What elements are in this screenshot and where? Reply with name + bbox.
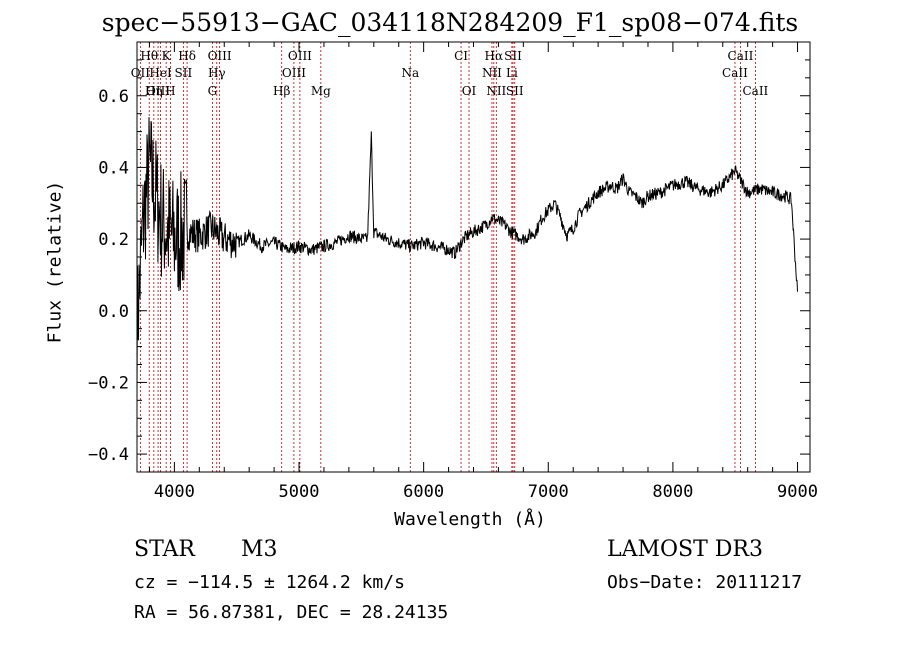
line-label-11: SII <box>175 66 193 80</box>
line-label-5: CI <box>454 49 468 63</box>
plot-frame <box>136 41 811 473</box>
line-label-21: G <box>208 84 218 98</box>
y-tick-label-3: 0.2 <box>98 230 129 250</box>
y-tick-label-4: 0.4 <box>98 158 129 178</box>
x-tick-label-1: 5000 <box>279 482 320 502</box>
line-label-25: NII <box>486 84 506 98</box>
line-label-16: Li <box>506 66 518 80</box>
x-tick-label-3: 7000 <box>528 482 569 502</box>
line-label-2: Hδ <box>178 49 196 63</box>
object-subclass: M3 <box>241 537 278 562</box>
x-tick-label-4: 8000 <box>652 482 693 502</box>
line-label-26: SII <box>506 84 524 98</box>
x-tick-label-0: 4000 <box>154 482 195 502</box>
x-tick-label-5: 9000 <box>777 482 818 502</box>
line-label-1: K <box>162 49 172 63</box>
line-label-10: HeI <box>149 66 172 80</box>
obs-date-text: Obs−Date: 20111217 <box>607 572 803 593</box>
line-label-19: Hη <box>145 84 163 98</box>
line-label-23: Mg <box>311 84 331 98</box>
line-label-18: OIII <box>146 84 170 98</box>
line-label-27: CaII <box>742 84 768 98</box>
line-label-17: CaII <box>722 66 748 80</box>
line-label-20: H <box>165 84 175 98</box>
survey-label: LAMOST DR3 <box>607 537 763 562</box>
line-label-7: SII <box>504 49 522 63</box>
line-label-14: Na <box>401 66 419 80</box>
line-label-8: CaII <box>728 49 754 63</box>
spectrum-series <box>136 117 798 394</box>
x-axis-label: Wavelength (Å) <box>394 509 546 530</box>
spectrum-line <box>136 117 798 394</box>
line-label-0: Hθ <box>140 49 158 63</box>
y-tick-label-2: 0.0 <box>98 302 129 322</box>
chart-title: spec−55913−GAC_034118N284209_F1_sp08−074… <box>101 8 799 37</box>
line-label-3: OIII <box>208 49 232 63</box>
line-label-9: OII <box>131 66 151 80</box>
velocity-text: cz = −114.5 ± 1264.2 km/s <box>134 572 405 593</box>
line-label-24: OI <box>462 84 477 98</box>
spectral-line-markers <box>139 42 756 472</box>
plot-axes: 4000 5000 6000 7000 8000 9000 −0.4 −0.2 0.0 0.2 0.… <box>88 41 818 502</box>
line-label-22: Hβ <box>273 84 290 98</box>
line-label-15: NII <box>482 66 502 80</box>
object-class: STAR <box>134 537 195 562</box>
y-tick-label-5: 0.6 <box>98 87 129 107</box>
coordinates-text: RA = 56.87381, DEC = 28.24135 <box>134 602 449 623</box>
line-label-12: Hγ <box>208 66 226 80</box>
line-label-4: OIII <box>288 49 312 63</box>
y-tick-label-0: −0.4 <box>88 445 129 465</box>
y-tick-label-1: −0.2 <box>88 373 129 393</box>
x-tick-label-2: 6000 <box>403 482 444 502</box>
line-label-6: Hα <box>485 49 504 63</box>
line-label-13: OIII <box>282 66 306 80</box>
y-axis-label: Flux (relative) <box>44 180 66 344</box>
